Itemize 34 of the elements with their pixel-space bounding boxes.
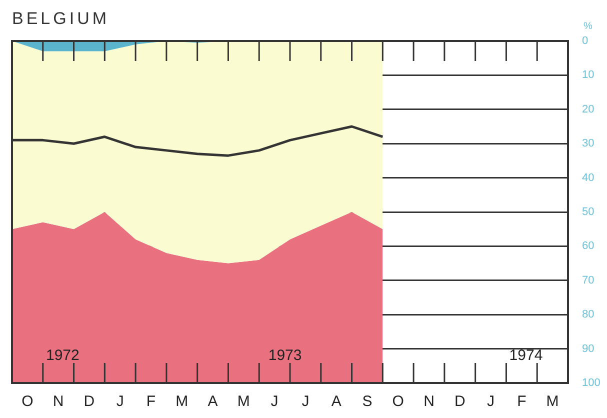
x-tick-label: M [546,393,559,410]
x-tick-label: A [331,393,342,410]
x-tick-label: M [237,393,250,410]
annotation: 1973 [268,347,302,364]
x-tick-label: S [362,393,372,410]
x-tick-label: D [454,393,466,410]
y-tick-label: 100 [582,377,600,390]
x-tick-label: D [84,393,95,410]
x-tick-label: F [517,393,526,410]
annotation: 1974 [509,347,543,364]
x-tick-label: O [22,393,34,410]
x-tick-label: J [270,393,278,410]
y-tick-label: 90 [582,342,594,355]
x-tick-label: N [52,393,64,410]
y-tick-label: 0 [582,35,588,48]
y-tick-label: 10 [582,69,594,82]
x-tick-label: F [146,393,156,410]
annotation: 1972 [46,347,80,364]
x-tick-label: N [424,393,434,410]
chart-title: BELGIUM [12,9,110,28]
y-tick-label: 60 [582,240,594,252]
y-tick-label: 40 [582,172,594,184]
y-tick-label: 80 [582,308,594,321]
y-axis-title: % [584,21,593,32]
x-tick-label: J [487,393,495,410]
x-tick-label: O [392,393,404,410]
x-tick-label: M [176,393,188,410]
y-tick-label: 70 [582,274,594,286]
x-tick-label: A [208,393,218,410]
x-tick-label: J [302,393,310,410]
y-tick-label: 30 [582,138,594,150]
x-tick-label: J [116,393,124,410]
y-tick-label: 50 [582,206,594,218]
y-tick-label: 20 [582,103,594,116]
